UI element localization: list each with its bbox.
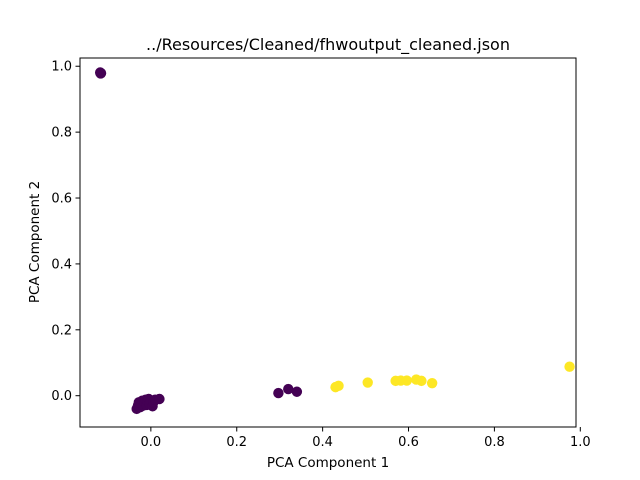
y-axis-label: PCA Component 2 xyxy=(27,181,43,303)
data-point-cluster-yellow xyxy=(416,375,427,387)
data-point-cluster-yellow xyxy=(564,361,575,372)
y-tick-label: 1.0 xyxy=(51,60,72,75)
x-tick-label: 0.2 xyxy=(226,435,247,450)
x-tick-label: 0.0 xyxy=(141,435,162,450)
data-point-cluster-yellow xyxy=(426,377,438,389)
data-point-cluster-yellow xyxy=(333,380,344,392)
data-point-cluster-purple xyxy=(291,386,303,397)
y-tick-label: 0.2 xyxy=(51,323,72,338)
chart-title: ../Resources/Cleaned/fhwoutput_cleaned.j… xyxy=(146,35,510,55)
data-point-cluster-yellow xyxy=(401,375,412,386)
data-point-cluster-purple xyxy=(283,383,294,395)
x-tick-label: 0.4 xyxy=(312,435,333,450)
y-tick-label: 0.8 xyxy=(51,126,72,141)
plot-frame xyxy=(79,57,577,428)
x-tick-label: 0.8 xyxy=(484,435,505,450)
data-point-cluster-purple xyxy=(273,387,284,399)
x-tick-label: 0.6 xyxy=(398,435,419,450)
data-point-cluster-yellow xyxy=(362,377,373,388)
x-axis-ticks: 0.0 0.2 0.4 0.6 0.8 1.0 xyxy=(141,427,591,450)
points-layer xyxy=(94,67,575,415)
data-point-cluster-purple xyxy=(95,68,106,79)
y-tick-label: 0.4 xyxy=(51,257,72,272)
y-tick-label: 0.6 xyxy=(51,192,72,207)
data-point-cluster-purple xyxy=(154,393,165,405)
x-tick-label: 1.0 xyxy=(570,435,591,450)
y-axis-ticks: 0.0 0.2 0.4 0.6 0.8 1.0 xyxy=(51,60,80,404)
y-tick-label: 0.0 xyxy=(51,389,72,404)
x-axis-label: PCA Component 1 xyxy=(267,455,389,471)
